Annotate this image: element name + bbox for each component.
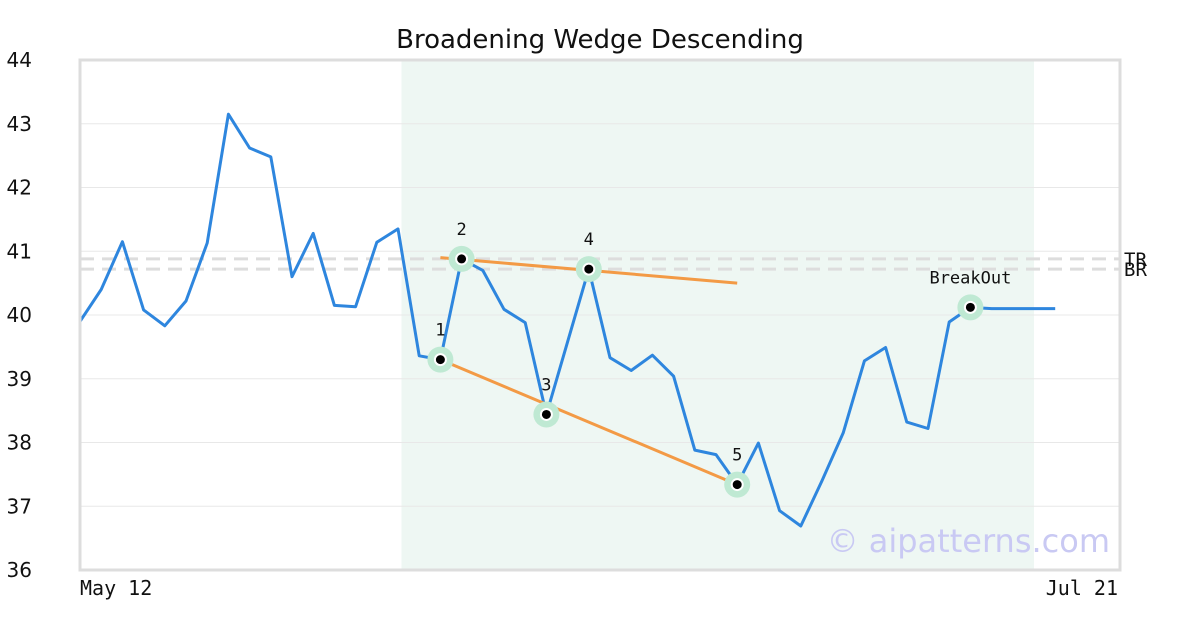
pattern-points: 1 2 3 4 5 BreakOut (427, 220, 1011, 498)
pattern-point-label-3: 3 (541, 375, 551, 395)
pattern-point-3 (539, 407, 553, 421)
lower-trend-line (439, 358, 738, 486)
y-tick-label: 37 (7, 494, 32, 518)
reference-label-tr: TR (1124, 249, 1147, 271)
pattern-point-1 (433, 353, 447, 367)
pattern-point-label-5: 5 (732, 446, 742, 466)
pattern-point-5 (730, 478, 744, 492)
pattern-point-breakout (963, 300, 977, 314)
y-tick-label: 40 (7, 303, 32, 327)
pattern-point-2 (455, 252, 469, 266)
y-tick-label: 44 (7, 48, 32, 72)
reference-label-br: BR (1124, 259, 1147, 281)
y-tick-label: 43 (7, 112, 32, 136)
y-tick-label: 42 (7, 176, 32, 200)
chart-title: Broadening Wedge Descending (396, 25, 804, 55)
pattern-point-label-2: 2 (456, 220, 466, 240)
x-tick-label-end: Jul 21 (1046, 576, 1118, 600)
pattern-point-label-1: 1 (435, 321, 445, 341)
watermark: © aipatterns.com (827, 522, 1110, 560)
pattern-point-4 (582, 262, 596, 276)
pattern-point-label-4: 4 (584, 230, 594, 250)
y-tick-label: 41 (7, 239, 32, 263)
grid (80, 123, 1120, 507)
price-series (78, 112, 1056, 528)
y-tick-label: 36 (7, 558, 32, 582)
price-line (78, 112, 1056, 528)
x-tick-label-start: May 12 (80, 576, 152, 600)
y-axis-ticks: 36 37 38 39 40 41 42 43 44 (7, 48, 32, 582)
pattern-point-label-breakout: BreakOut (929, 268, 1011, 288)
plot-frame (78, 58, 1122, 572)
y-tick-label: 38 (7, 431, 32, 455)
y-tick-label: 39 (7, 367, 32, 391)
